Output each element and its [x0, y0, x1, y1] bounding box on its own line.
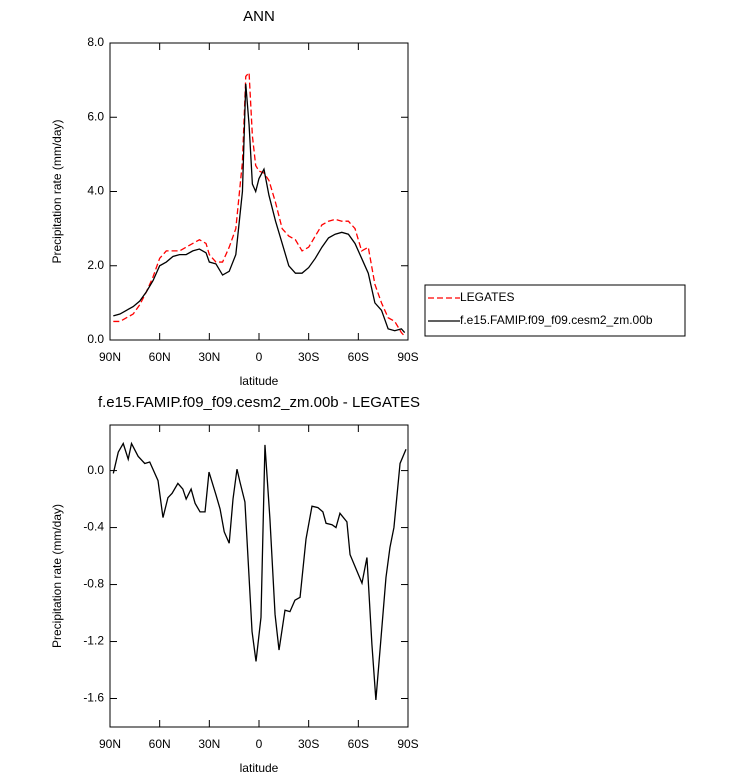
x-tick-label: 60S: [348, 737, 369, 751]
y-tick-label: 0.0: [87, 332, 104, 346]
x-tick-label: 0: [256, 737, 263, 751]
x-tick-label: 90S: [397, 737, 418, 751]
y-tick-label: 2.0: [87, 258, 104, 272]
x-tick-label: 60N: [149, 737, 171, 751]
data-line: [113, 83, 406, 334]
y-tick-label: -1.2: [83, 634, 104, 648]
y-tick-label: 8.0: [87, 35, 104, 49]
x-tick-label: 30N: [198, 737, 220, 751]
x-axis-label: latitude: [240, 374, 279, 388]
plot-frame: [109, 424, 409, 728]
y-axis-label: Precipitation rate (mm/day): [50, 119, 64, 263]
x-tick-label: 0: [256, 350, 263, 364]
x-tick-label: 60S: [348, 350, 369, 364]
y-tick-label: -0.8: [83, 577, 104, 591]
x-tick-label: 90N: [99, 350, 121, 364]
legend-label: LEGATES: [460, 290, 514, 304]
x-tick-label: 60N: [149, 350, 171, 364]
data-line: [113, 71, 406, 337]
y-tick-label: 4.0: [87, 184, 104, 198]
data-line: [112, 441, 407, 700]
legend-label: f.e15.FAMIP.f09_f09.cesm2_zm.00b: [460, 313, 653, 327]
y-axis-label: Precipitation rate (mm/day): [50, 504, 64, 648]
x-tick-label: 90N: [99, 737, 121, 751]
y-tick-label: 6.0: [87, 109, 104, 123]
y-tick-label: -0.4: [83, 520, 104, 534]
legend-box: [424, 284, 686, 337]
chart-title: ANN: [243, 8, 275, 25]
y-tick-label: 0.0: [87, 463, 104, 477]
plot-frame: [109, 42, 409, 341]
x-tick-label: 90S: [397, 350, 418, 364]
y-tick-label: -1.6: [83, 691, 104, 705]
x-tick-label: 30S: [298, 350, 319, 364]
chart-title: f.e15.FAMIP.f09_f09.cesm2_zm.00b - LEGAT…: [98, 394, 420, 411]
x-axis-label: latitude: [240, 761, 279, 775]
x-tick-label: 30N: [198, 350, 220, 364]
x-tick-label: 30S: [298, 737, 319, 751]
